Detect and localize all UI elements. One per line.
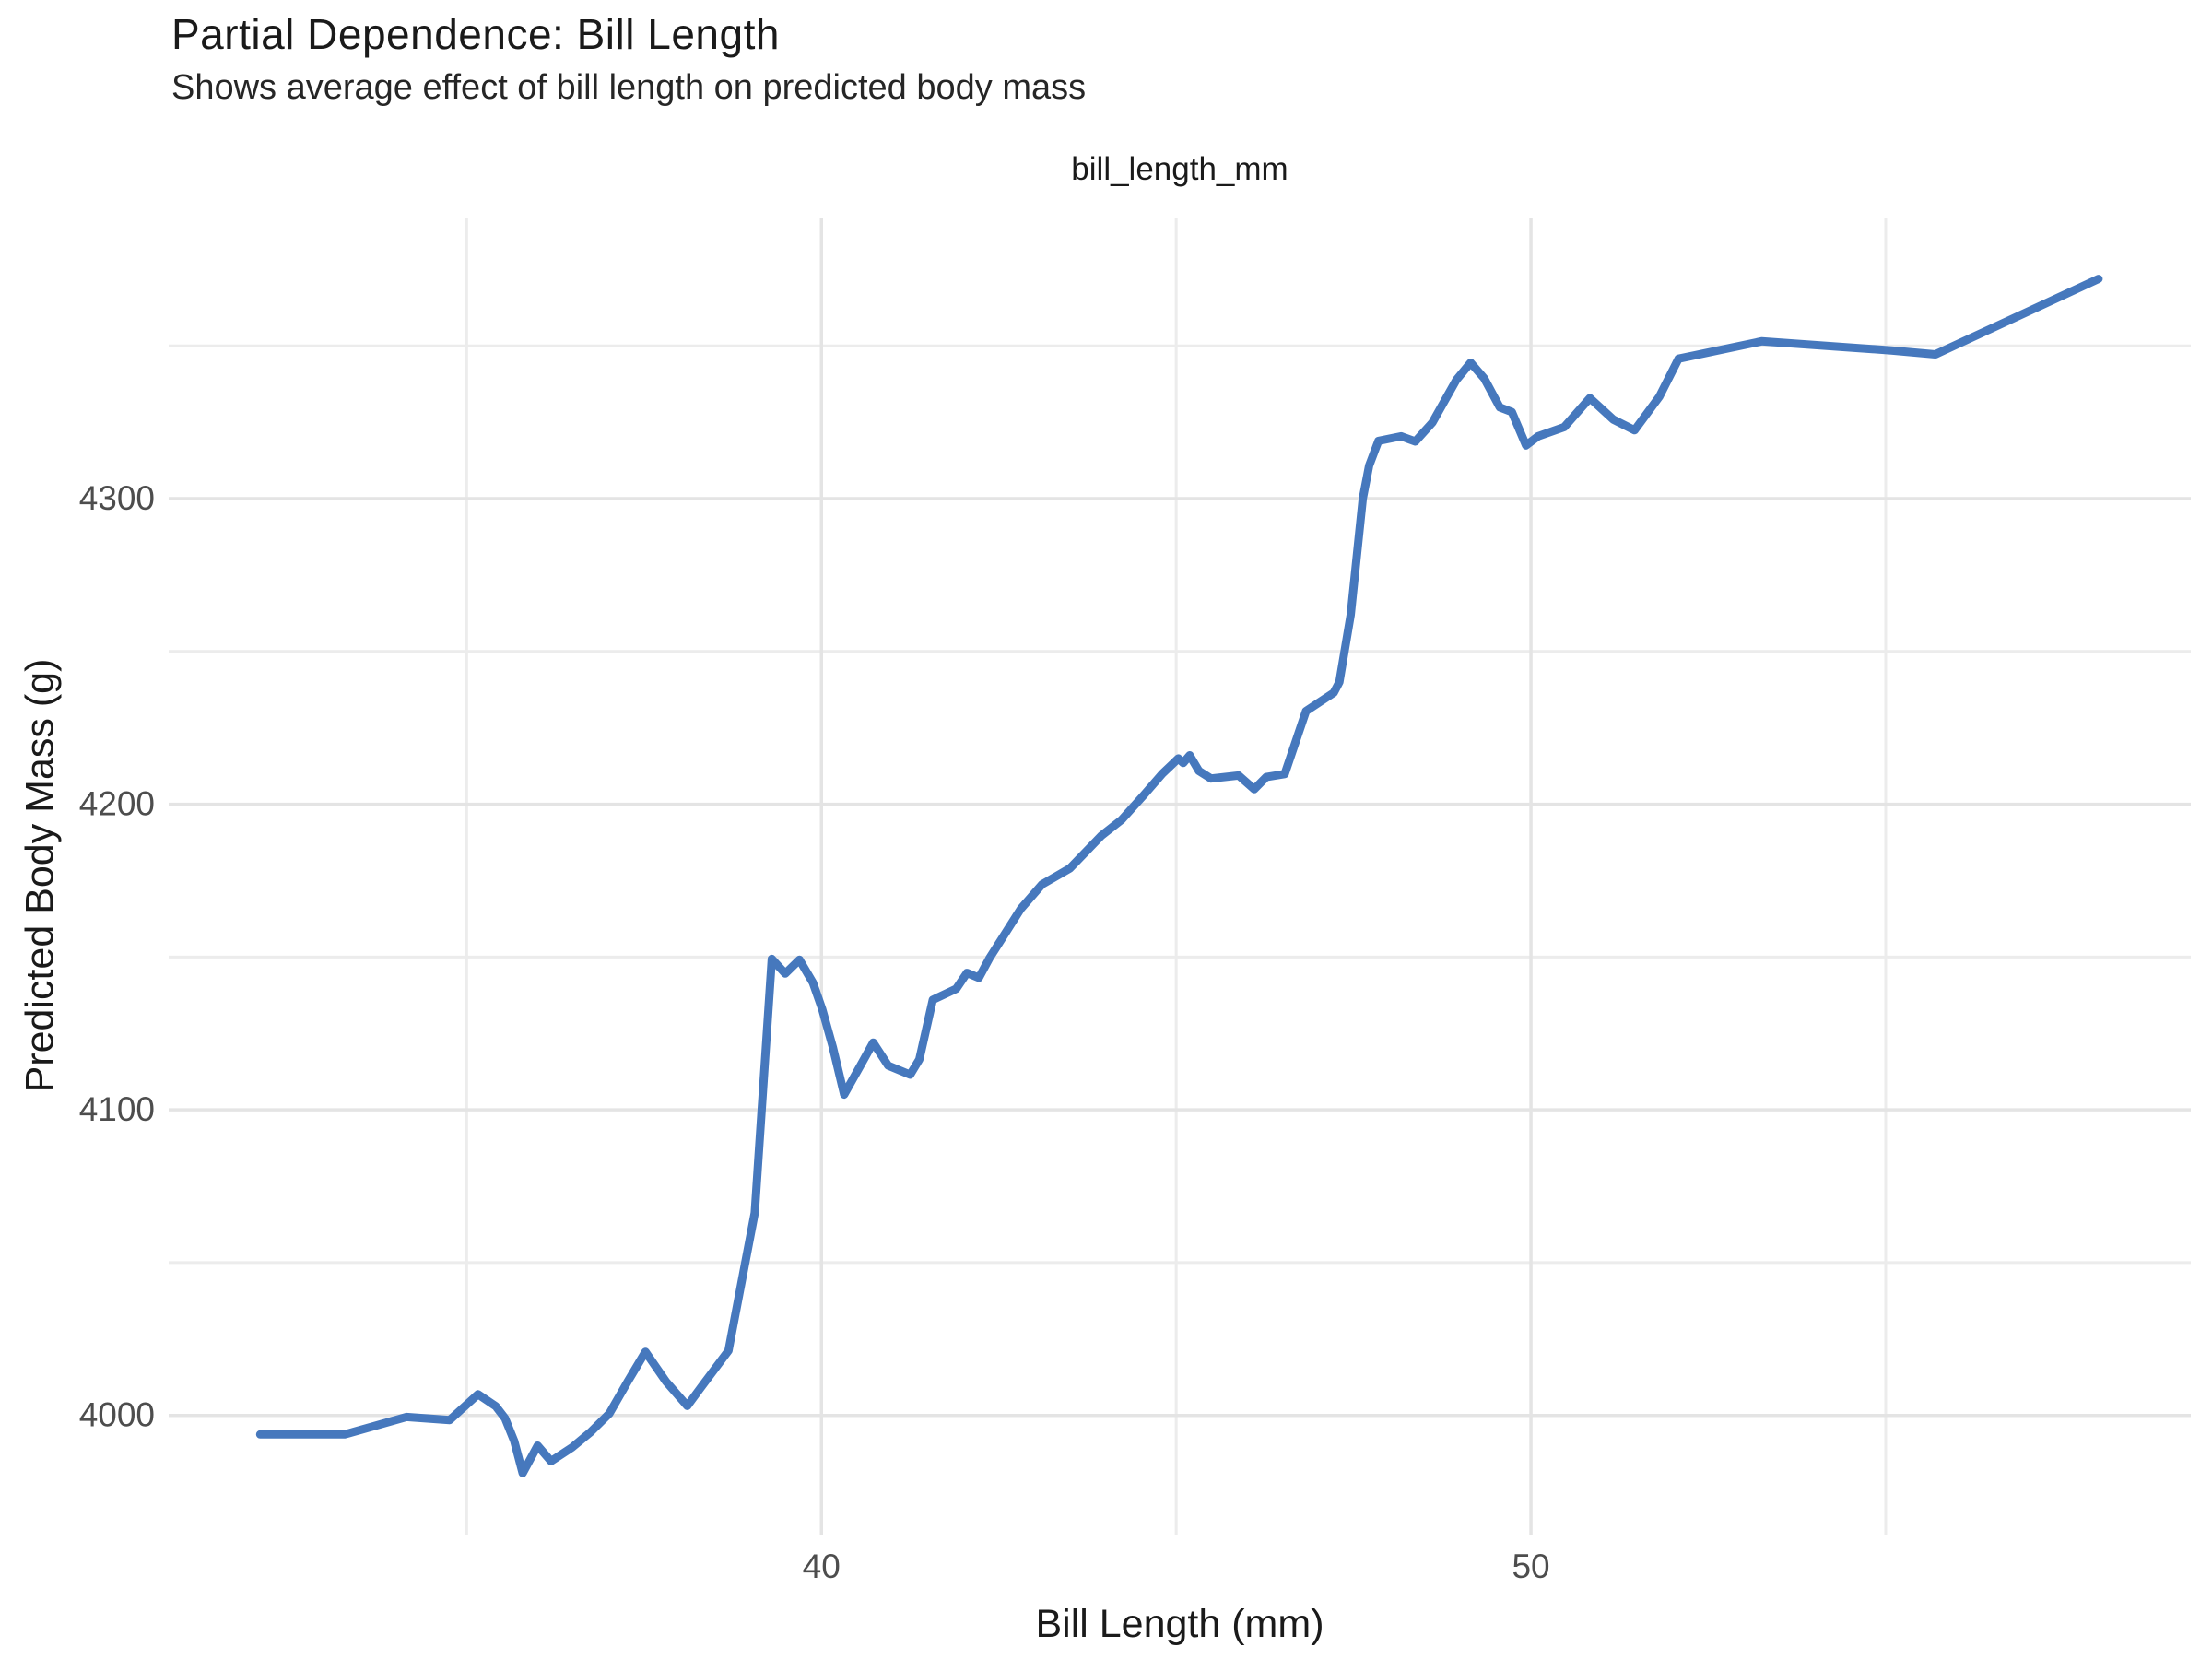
y-tick-label: 4300 xyxy=(79,479,155,517)
chart-subtitle: Shows average effect of bill length on p… xyxy=(171,68,1087,107)
pdp-series-line xyxy=(255,275,2103,1477)
x-axis-title: Bill Length (mm) xyxy=(1035,1602,1324,1646)
x-tick-label: 50 xyxy=(1512,1547,1549,1585)
y-tick-label: 4000 xyxy=(79,1396,155,1434)
x-tick-label: 40 xyxy=(803,1547,841,1585)
y-tick-label: 4100 xyxy=(79,1090,155,1128)
y-axis-title: Predicted Body Mass (g) xyxy=(18,658,63,1093)
chart-title: Partial Dependence: Bill Length xyxy=(171,10,780,58)
facet-strip-label: bill_length_mm xyxy=(1071,151,1288,187)
y-tick-label: 4200 xyxy=(79,785,155,823)
